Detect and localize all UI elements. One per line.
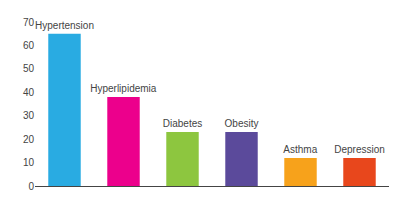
- svg-text:70: 70: [23, 17, 35, 28]
- svg-text:Diabetes: Diabetes: [163, 118, 202, 129]
- svg-text:0: 0: [28, 181, 34, 192]
- svg-text:Obesity: Obesity: [225, 118, 259, 129]
- svg-text:Depression: Depression: [334, 144, 385, 155]
- svg-text:30: 30: [23, 110, 35, 121]
- svg-text:20: 20: [23, 134, 35, 145]
- svg-text:60: 60: [23, 40, 35, 51]
- svg-text:40: 40: [23, 87, 35, 98]
- svg-text:Hypertension: Hypertension: [35, 20, 94, 31]
- svg-text:Hyperlipidemia: Hyperlipidemia: [90, 83, 157, 94]
- svg-text:Asthma: Asthma: [283, 144, 317, 155]
- svg-text:10: 10: [23, 157, 35, 168]
- svg-text:50: 50: [23, 63, 35, 74]
